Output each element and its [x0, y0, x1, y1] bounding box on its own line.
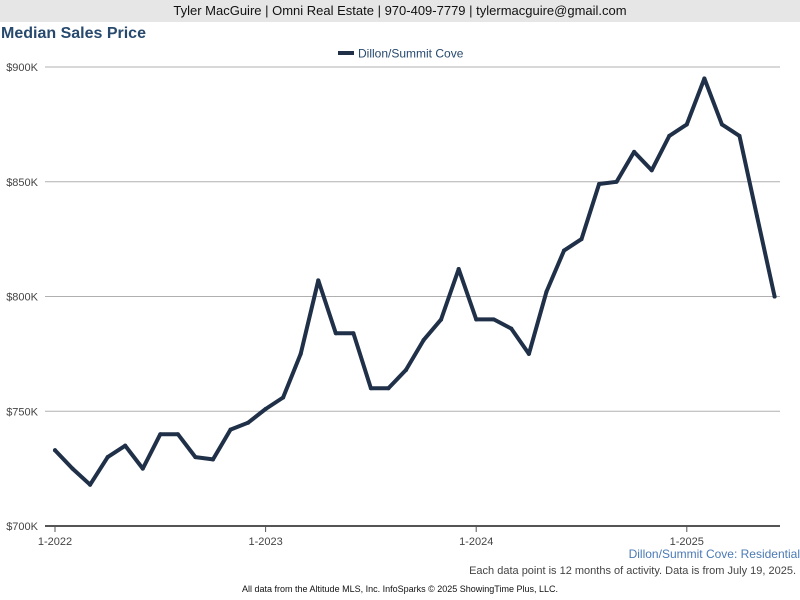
data-point: [772, 294, 777, 299]
series-dillon-summit-cove: [53, 76, 777, 487]
data-point: [70, 466, 75, 471]
data-point: [719, 122, 724, 127]
series-line: [53, 76, 777, 487]
data-point: [351, 331, 356, 336]
data-point: [175, 432, 180, 437]
data-point: [579, 237, 584, 242]
x-tick-label: 1-2022: [38, 536, 72, 548]
data-point: [246, 420, 251, 425]
legend-label-dillon-summit-cove: Dillon/Summit Cove: [358, 47, 464, 61]
data-point: [316, 278, 321, 283]
legend: Dillon/Summit Cove: [338, 47, 464, 61]
data-point: [140, 466, 145, 471]
data-point: [281, 395, 286, 400]
data-point: [404, 367, 408, 372]
data-point: [123, 443, 128, 448]
y-tick-label: $750K: [6, 406, 38, 418]
x-axis-ticks: 1-2022 1-2023 1-2024 1-2025: [38, 526, 704, 548]
grid-lines: [45, 66, 780, 527]
y-tick-label: $850K: [6, 177, 38, 189]
data-point: [228, 427, 233, 432]
legend-swatch: [338, 51, 354, 55]
data-point: [298, 351, 303, 356]
data-point: [158, 432, 163, 437]
data-point: [53, 448, 57, 453]
chart-title: Median Sales Price: [1, 25, 146, 42]
data-point: [421, 338, 426, 343]
y-tick-label: $900K: [6, 62, 38, 74]
data-point: [439, 317, 444, 322]
data-point: [614, 179, 619, 184]
data-point: [649, 168, 654, 173]
chart-subtitle: Dillon/Summit Cove: Residential: [628, 547, 800, 561]
x-tick-label: 1-2023: [248, 536, 282, 548]
data-point: [263, 406, 268, 411]
y-axis-ticks: $700K $750K $800K $850K $900K: [6, 62, 38, 533]
y-tick-label: $800K: [6, 292, 38, 304]
x-tick-label: 1-2024: [459, 536, 493, 548]
data-point: [210, 457, 215, 462]
data-point: [597, 182, 602, 187]
data-point: [386, 386, 391, 391]
data-point: [544, 289, 549, 294]
median-sales-price-chart: $700K$750K$800K$850K$900K 1-2022 1-2023 1-…: [6, 47, 780, 548]
data-point: [632, 149, 637, 154]
data-point: [702, 76, 707, 81]
y-tick-label: $700K: [6, 521, 38, 533]
agent-contact-bar: Tyler MacGuire | Omni Real Estate | 970-…: [0, 0, 800, 22]
data-point: [509, 326, 514, 331]
data-point: [491, 317, 496, 322]
data-point: [526, 351, 531, 356]
data-point: [105, 455, 110, 460]
data-point: [456, 266, 461, 271]
data-source-footer: All data from the Altitude MLS, Inc. Inf…: [242, 584, 558, 594]
data-point: [474, 317, 479, 322]
data-point: [193, 455, 198, 460]
data-point: [667, 133, 672, 138]
data-note: Each data point is 12 months of activity…: [469, 565, 796, 577]
data-point: [368, 386, 373, 391]
data-point: [88, 482, 93, 487]
data-point: [333, 331, 338, 336]
data-point: [737, 133, 742, 138]
data-point: [755, 214, 759, 219]
data-point: [561, 248, 566, 253]
x-tick-label: 1-2025: [670, 536, 704, 548]
data-point: [684, 122, 689, 127]
